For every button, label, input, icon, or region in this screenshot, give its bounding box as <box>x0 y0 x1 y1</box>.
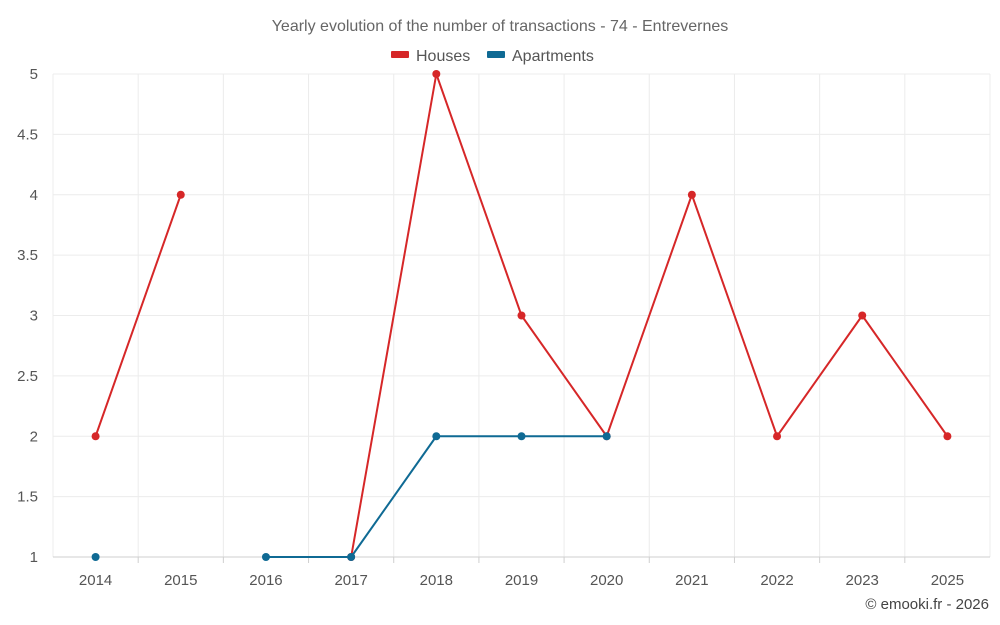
series-apartments <box>91 432 611 561</box>
data-point-houses-2019[interactable] <box>517 311 526 320</box>
data-point-houses-2018[interactable] <box>432 70 441 78</box>
x-tick-label: 2021 <box>675 572 708 589</box>
legend-swatch-houses[interactable] <box>391 51 409 58</box>
x-tick-label: 2016 <box>249 572 282 589</box>
y-tick-label: 1.5 <box>17 489 38 506</box>
data-point-apartments-2020[interactable] <box>602 432 611 441</box>
y-tick-label: 1 <box>30 549 38 566</box>
data-point-apartments-2019[interactable] <box>517 432 526 441</box>
chart-title: Yearly evolution of the number of transa… <box>272 18 729 35</box>
data-point-apartments-2017[interactable] <box>347 553 356 561</box>
credit-text: © emooki.fr - 2026 <box>865 596 989 613</box>
data-point-houses-2023[interactable] <box>858 311 867 320</box>
data-point-houses-2014[interactable] <box>91 432 100 441</box>
x-tick-label: 2019 <box>505 572 538 589</box>
x-tick-label: 2018 <box>420 572 453 589</box>
y-tick-label: 4.5 <box>17 126 38 143</box>
data-point-houses-2021[interactable] <box>687 190 696 199</box>
legend-label-houses[interactable]: Houses <box>416 48 470 65</box>
x-tick-label: 2014 <box>79 572 112 589</box>
legend-label-apartments[interactable]: Apartments <box>512 48 594 65</box>
series <box>91 70 952 561</box>
y-tick-label: 3 <box>30 308 38 325</box>
y-axis: 1 1.5 2 2.5 3 3.5 4 4.5 5 <box>17 66 38 566</box>
x-tick-label: 2025 <box>931 572 964 589</box>
x-tick-label: 2020 <box>590 572 623 589</box>
y-tick-label: 2.5 <box>17 368 38 385</box>
y-tick-label: 4 <box>30 187 38 204</box>
data-point-houses-2025[interactable] <box>943 432 952 441</box>
x-tick-label: 2023 <box>846 572 879 589</box>
x-tick-label: 2017 <box>334 572 367 589</box>
series-line-houses <box>350 73 949 558</box>
y-tick-label: 2 <box>30 428 38 445</box>
legend: Houses Apartments <box>391 48 594 65</box>
series-line-houses <box>94 194 182 437</box>
x-tick-label: 2015 <box>164 572 197 589</box>
data-point-apartments-2018[interactable] <box>432 432 441 441</box>
y-tick-label: 5 <box>30 66 38 83</box>
x-axis: 2014 2015 2016 2017 2018 2019 2020 2021 2022 2023… <box>53 556 990 589</box>
data-point-houses-2022[interactable] <box>773 432 782 441</box>
data-point-apartments-2016[interactable] <box>261 553 270 561</box>
y-tick-label: 3.5 <box>17 247 38 264</box>
data-point-houses-2015[interactable] <box>176 190 185 199</box>
data-point-apartments-2014[interactable] <box>91 553 100 561</box>
legend-swatch-apartments[interactable] <box>487 51 505 58</box>
x-tick-label: 2022 <box>760 572 793 589</box>
